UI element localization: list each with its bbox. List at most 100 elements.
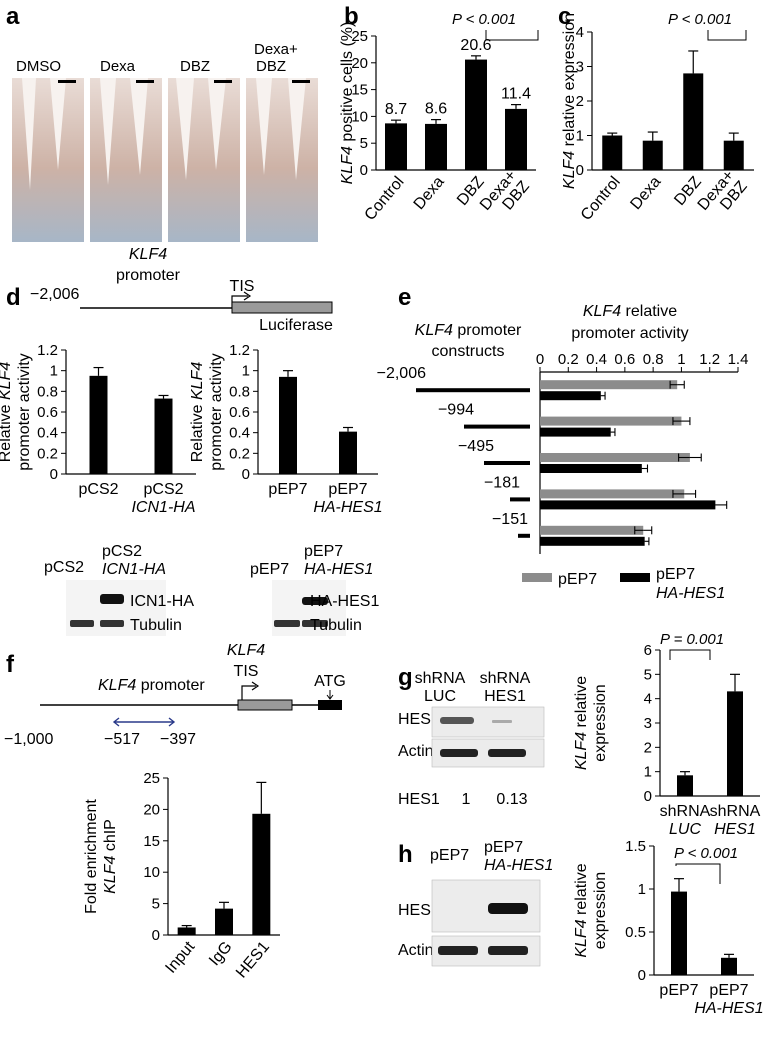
x-tick-label: shRNA [660,803,711,820]
g-band-label-actin: Actin [398,743,434,760]
luciferase-box [231,301,333,314]
construct-fragment [464,424,530,429]
data-label: 8.7 [385,101,407,118]
blot-lane-pep7: pEP7 [250,561,289,578]
bar [339,431,357,474]
y-tick-label: 1 [638,881,646,898]
schematic-tis-label: TIS [230,278,255,295]
g-band-hes1-kd [492,720,512,723]
blot-band-label-icn1-ha: ICN1-HA [130,593,194,610]
micrograph-dbz [168,78,240,242]
construct-label: −495 [458,438,494,455]
x-tick-label: pEP7 [328,481,367,498]
y-axis-label: KLF4 relative expression [573,863,609,957]
x-tick-label: 0.8 [643,351,664,368]
blot-band-label-ha-hes1: HA-HES1 [310,593,379,610]
y-tick-label: 0 [50,466,58,483]
x-tick-label: pEP7 [709,982,748,999]
f-exon-box [318,700,342,710]
panel-f-schematic: KLF4 TIS KLF4 promoter ATG −1,000 −517 −… [4,642,346,748]
x-tick-label: ICN1-HA [131,499,195,516]
x-tick-label: Dexa [411,173,448,213]
bar [602,135,623,170]
g-band-actin-1 [440,749,478,757]
f-gene-box [237,699,293,711]
bar [721,957,737,975]
x-tick-label: 0.2 [558,351,579,368]
blot-d-left: pCS2 pCS2 ICN1-HA ICN1-HA Tubulin [44,543,194,636]
y-tick-label: 0 [360,162,368,179]
bar [279,376,297,474]
y-tick-label: 6 [644,642,652,659]
f-atg-label: ATG [314,673,346,690]
pvalue-g: P = 0.001 [660,631,724,648]
y-tick-label: 0 [242,466,250,483]
blot-band-label-tubulin: Tubulin [130,617,182,634]
legend-e: pEP7 pEP7 HA-HES1 [522,566,725,602]
g-lane-shrna-2: shRNA [480,670,531,687]
blot-lane-icn1-ha: ICN1-HA [102,561,166,578]
data-label: 11.4 [501,86,531,103]
x-tick-label: Dexa+DBZ [477,167,533,225]
micrograph-dexa-dbz [246,78,318,242]
blot-d-right: pEP7 pEP7 HA-HES1 HA-HES1 Tubulin [250,543,379,636]
pvalue-b: P < 0.001 [452,11,516,28]
band-tubulin-4 [302,620,328,627]
bar [177,927,196,935]
x-tick-label: HA-HES1 [694,1000,763,1017]
panel-letter-e: e [398,284,411,311]
f-promoter-label: KLF4 promoter [98,677,205,694]
x-tick-label: Control [578,174,624,224]
h-band-actin-1 [438,946,478,955]
schematic-promoter-label: promoter [116,267,181,284]
bar [723,140,744,170]
micrograph-label-dexa-plus: Dexa+ [254,41,298,58]
panel-letter-b: b [344,3,359,30]
panel-letter-h: h [398,841,413,868]
panel-letter-g: g [398,664,413,691]
y-tick-label: 10 [143,864,160,881]
bar [540,489,685,499]
f-pos-left: −1,000 [4,731,53,748]
y-tick-label: 1 [576,128,584,145]
y-tick-label: 0.5 [625,924,646,941]
y-tick-label: 15 [351,82,368,99]
y-tick-label: 5 [360,135,368,152]
y-tick-label: 3 [644,715,652,732]
bar [540,500,716,510]
y-axis-label: KLF4 positive cells (%) [339,22,356,185]
blot-band-label-tubulin-2: Tubulin [310,617,362,634]
bar [642,140,663,170]
f-tis-label: TIS [234,663,259,680]
panel-letter-c: c [558,3,571,30]
bar [540,391,601,401]
construct-label: −994 [438,402,474,419]
micrograph-dmso [12,78,84,242]
construct-label: −2,006 [377,365,426,382]
f-pos-517: −517 [104,731,140,748]
significance-bracket-c [707,30,747,41]
pvalue-h: P < 0.001 [674,845,738,862]
x-tick-label: Dexa+DBZ [695,167,751,225]
g-band-actin-2 [488,749,526,757]
bar [385,123,407,170]
panel-letter-f: f [6,651,15,678]
significance-bracket-b [485,30,539,41]
x-axis-label: KLF4 relative [583,303,677,320]
g-quant-value-2: 0.13 [496,791,527,808]
significance-bracket-g [669,649,711,660]
y-tick-label: 1 [644,764,652,781]
g-lane-hes1: HES1 [484,688,526,705]
legend-swatch-pep7 [522,573,552,582]
data-label: 8.6 [425,101,447,118]
y-tick-label: 3 [576,59,584,76]
legend-label-ha-hes1: HA-HES1 [656,585,725,602]
x-tick-label: Control [361,174,407,224]
y-tick-label: 0.4 [229,425,250,442]
y-tick-label: 0.8 [37,383,58,400]
y-tick-label: 4 [644,691,652,708]
